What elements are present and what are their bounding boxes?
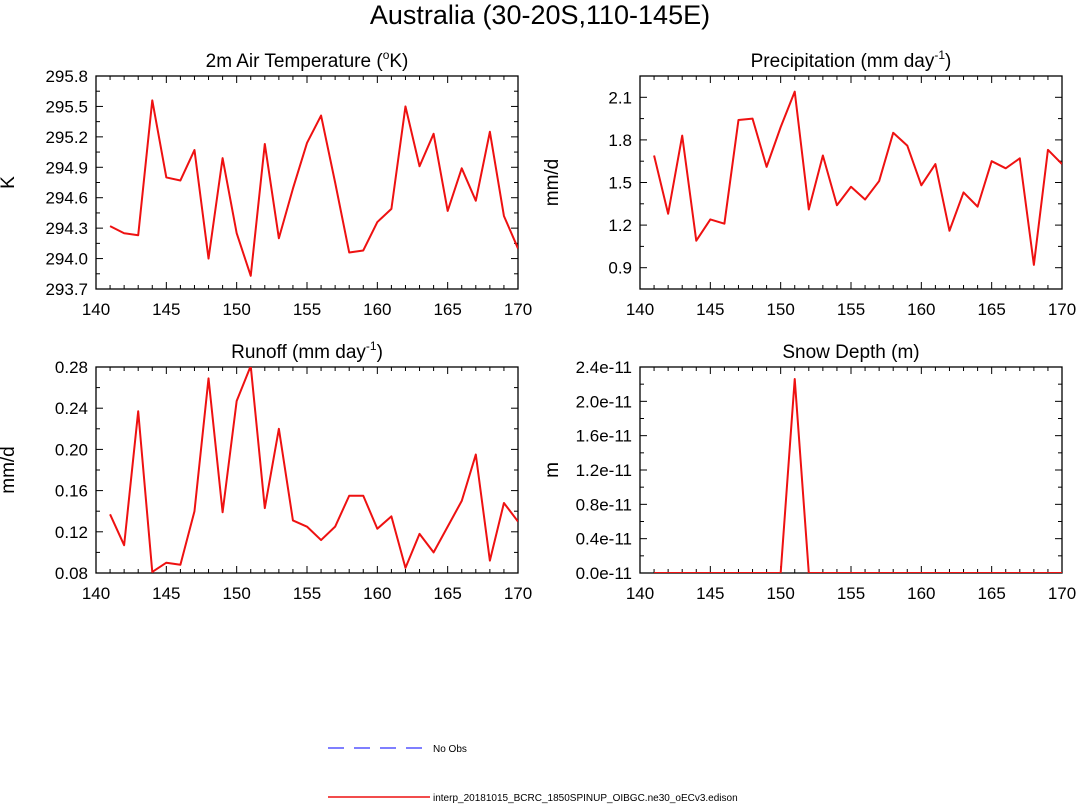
- x-tick-label: 140: [82, 300, 110, 319]
- panel-title: Snow Depth (m): [782, 342, 919, 363]
- panel-title-part: ): [945, 51, 951, 72]
- y-tick-label: 0.9: [608, 259, 632, 278]
- x-tick-label: 165: [977, 584, 1005, 603]
- x-tick-label: 155: [837, 584, 865, 603]
- plot-frame: [95, 75, 519, 290]
- legend: No Obs interp_20181015_BCRC_1850SPINUP_O…: [328, 744, 738, 804]
- y-axis-label: mm/d: [542, 159, 563, 207]
- x-tick-label: 165: [433, 584, 461, 603]
- y-tick-label: 1.6e-11: [576, 427, 632, 446]
- x-tick-label: 145: [152, 300, 180, 319]
- y-tick-label: 294.9: [45, 158, 88, 177]
- x-tick-label: 140: [82, 584, 110, 603]
- plot-frame: [639, 366, 1063, 574]
- x-tick-label: 170: [1048, 300, 1076, 319]
- y-tick-label: 0.4e-11: [576, 530, 632, 549]
- y-tick-label: 294.6: [45, 189, 88, 208]
- y-tick-label: 1.2e-11: [576, 461, 632, 480]
- panel-title-superscript: -1: [934, 48, 945, 62]
- y-tick-label: 295.2: [45, 128, 88, 147]
- panel-precip: 140 145 150 155 160 165 170 0.9 1.2 1.5 1.8 2.1 Prec…: [542, 48, 1076, 319]
- x-tick-label: 160: [907, 300, 935, 319]
- y-tick-label: 2.0e-11: [576, 392, 632, 411]
- y-tick-label: 294.3: [45, 219, 88, 238]
- x-tick-label: 150: [766, 300, 794, 319]
- x-tick-label: 150: [222, 584, 250, 603]
- series-line: [109, 367, 518, 573]
- panel-title-part: 2m Air Temperature (: [206, 51, 384, 72]
- x-tick-label: 140: [626, 584, 654, 603]
- x-tick-label: 140: [626, 300, 654, 319]
- y-axis-label: m: [542, 462, 563, 478]
- panel-title: Runoff (mm day-1): [231, 339, 383, 363]
- y-axis-label: mm/d: [0, 446, 19, 494]
- x-tick-label: 155: [293, 584, 321, 603]
- x-tick-label: 160: [363, 300, 391, 319]
- x-tick-label: 155: [293, 300, 321, 319]
- panel-title-superscript: o: [383, 48, 390, 62]
- y-tick-label: 0.16: [55, 482, 88, 501]
- y-tick-label: 1.8: [608, 131, 632, 150]
- x-tick-label: 160: [907, 584, 935, 603]
- x-tick-label: 150: [766, 584, 794, 603]
- y-tick-label: 0.8e-11: [576, 495, 632, 514]
- panel-runoff: 140 145 150 155 160 165 170 0.08 0.12 0.16 0.20 0.2…: [0, 339, 532, 603]
- panel-temp: 140 145 150 155 160 165 170 293.7 294.0 294.3 294.…: [0, 48, 532, 319]
- panel-title-superscript: -1: [366, 339, 377, 353]
- y-tick-label: 0.24: [55, 399, 88, 418]
- panel-title: Precipitation (mm day-1): [751, 48, 952, 72]
- plot-frame: [639, 75, 1063, 290]
- figure-title: Australia (30-20S,110-145E): [370, 0, 710, 30]
- panel-title-part: Snow Depth (m): [782, 342, 919, 363]
- y-tick-label: 1.5: [608, 174, 632, 193]
- y-tick-label: 0.12: [55, 523, 88, 542]
- x-tick-label: 170: [1048, 584, 1076, 603]
- legend-model-label: interp_20181015_BCRC_1850SPINUP_OIBGC.ne…: [433, 793, 738, 804]
- y-tick-label: 1.2: [608, 216, 632, 235]
- y-tick-label: 2.4e-11: [576, 358, 632, 377]
- x-tick-label: 165: [977, 300, 1005, 319]
- x-tick-label: 160: [363, 584, 391, 603]
- x-tick-label: 155: [837, 300, 865, 319]
- panel-snow: 140 145 150 155 160 165 170 0.0e-11 0.4e-11 0.8e-…: [542, 342, 1076, 603]
- x-tick-label: 170: [504, 584, 532, 603]
- panel-title-part: Runoff (mm day: [231, 342, 366, 363]
- x-tick-label: 165: [433, 300, 461, 319]
- series-line: [654, 378, 1062, 573]
- y-tick-label: 0.28: [55, 358, 88, 377]
- y-tick-label: 0.20: [55, 440, 88, 459]
- x-tick-label: 170: [504, 300, 532, 319]
- plot-frame: [95, 366, 519, 574]
- series-line: [109, 99, 518, 277]
- y-tick-label: 295.8: [45, 67, 88, 86]
- x-tick-label: 150: [222, 300, 250, 319]
- y-tick-label: 0.08: [55, 564, 88, 583]
- panel-title-part: Precipitation (mm day: [751, 51, 935, 72]
- y-tick-label: 293.7: [45, 280, 88, 299]
- x-tick-label: 145: [696, 584, 724, 603]
- series-line: [653, 90, 1062, 266]
- panel-title: 2m Air Temperature (oK): [206, 48, 409, 72]
- panel-title-part: ): [377, 342, 383, 363]
- y-tick-label: 295.5: [45, 97, 88, 116]
- legend-obs-label: No Obs: [433, 744, 467, 755]
- y-tick-label: 2.1: [608, 88, 632, 107]
- y-axis-label: K: [0, 176, 19, 189]
- x-tick-label: 145: [696, 300, 724, 319]
- y-tick-label: 0.0e-11: [576, 564, 632, 583]
- panel-title-part: K): [389, 51, 408, 72]
- y-tick-label: 294.0: [45, 250, 88, 269]
- x-tick-label: 145: [152, 584, 180, 603]
